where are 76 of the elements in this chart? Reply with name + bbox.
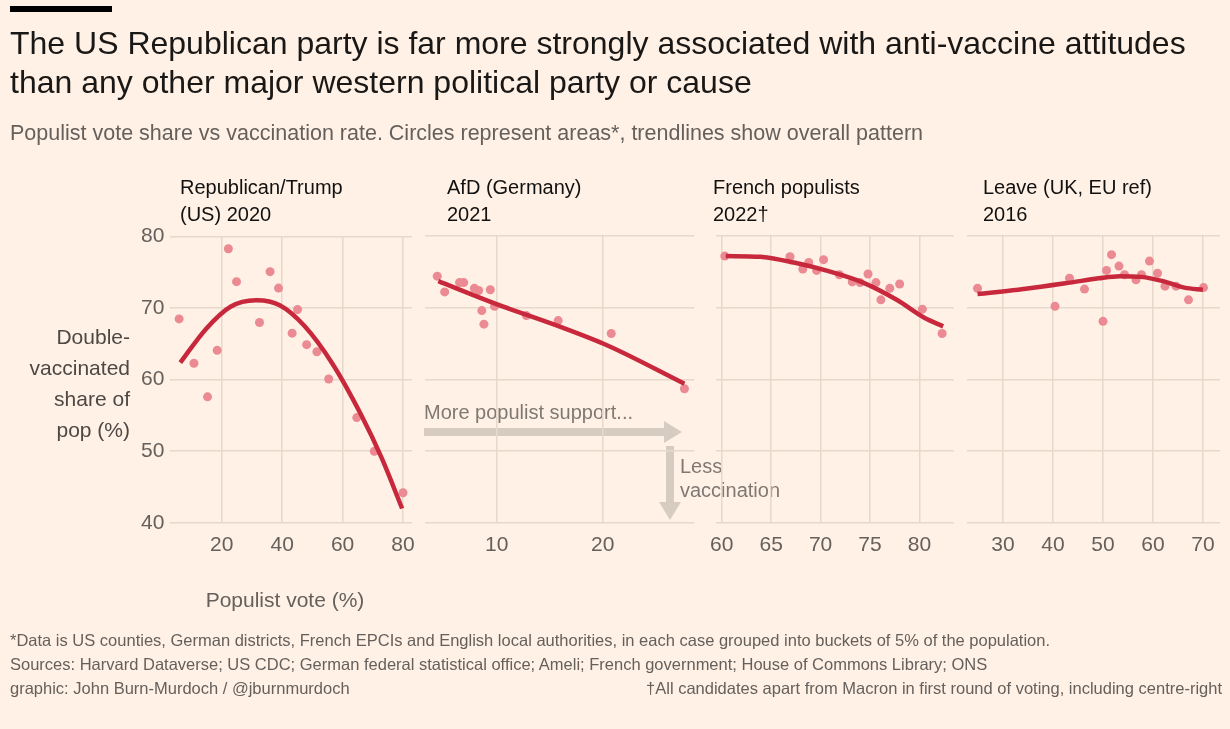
point bbox=[1145, 256, 1154, 266]
annotation: More populist support... bbox=[424, 401, 633, 424]
point bbox=[265, 267, 275, 277]
chart-title: French populists 2022† bbox=[713, 175, 861, 227]
x-axis-title: Populist vote (%) bbox=[204, 588, 366, 612]
x-tick-label: 20 bbox=[210, 532, 234, 556]
y-tick-label: 60 bbox=[141, 366, 165, 390]
x-tick-label: 65 bbox=[759, 532, 783, 556]
x-tick-label: 60 bbox=[1141, 532, 1165, 556]
point bbox=[485, 285, 495, 295]
point bbox=[479, 319, 489, 329]
point bbox=[189, 358, 199, 368]
point bbox=[398, 488, 408, 498]
point bbox=[274, 283, 284, 293]
point bbox=[1153, 268, 1162, 278]
y-axis-title: Double-vaccinated share of pop (%) bbox=[28, 324, 130, 443]
point bbox=[232, 277, 242, 287]
source-note: Sources: Harvard Dataverse; US CDC; German federal statistical office; Ameli; French government; House of Commons Library; ONS bbox=[10, 655, 988, 674]
point bbox=[606, 329, 616, 339]
point bbox=[1107, 250, 1116, 260]
x-tick-label: 20 bbox=[591, 532, 615, 556]
point bbox=[203, 392, 213, 402]
y-tick-label: 70 bbox=[141, 294, 165, 318]
text: graphic: John Burn-Murdoch / @jburnmurdoch bbox=[10, 679, 350, 698]
point bbox=[440, 287, 450, 297]
point bbox=[1102, 265, 1111, 275]
point bbox=[895, 279, 905, 289]
point bbox=[1080, 284, 1089, 294]
text: *Data is US counties, German districts, French EPCIs and English local authorities, in each case grouped into buckets of 5% of the population. bbox=[10, 631, 1051, 650]
point bbox=[885, 283, 895, 293]
point bbox=[312, 347, 322, 357]
y-tick-label: 50 bbox=[141, 438, 165, 462]
point bbox=[474, 285, 484, 295]
point bbox=[293, 305, 303, 315]
point bbox=[973, 283, 982, 293]
point bbox=[1050, 301, 1060, 311]
point bbox=[174, 314, 184, 324]
text: Populist vote share vs vaccination rate. Circles represent areas*, trendlines show overall pattern bbox=[10, 121, 924, 146]
chart-title: Republican/Trump (US) 2020 bbox=[180, 175, 344, 227]
point bbox=[1114, 261, 1124, 271]
x-tick-label: 40 bbox=[270, 532, 294, 556]
x-tick-label: 30 bbox=[991, 532, 1015, 556]
point bbox=[302, 340, 312, 350]
point bbox=[863, 269, 873, 279]
point bbox=[937, 329, 947, 339]
x-tick-label: 70 bbox=[808, 532, 833, 556]
x-tick-label: 60 bbox=[330, 532, 355, 556]
x-tick-label: 80 bbox=[391, 532, 415, 556]
point bbox=[679, 384, 689, 394]
x-tick-label: 60 bbox=[710, 532, 734, 556]
chart-title: Leave (UK, EU ref) 2016 bbox=[983, 175, 1153, 227]
x-tick-label: 70 bbox=[1191, 532, 1215, 556]
annotation: Less vaccination bbox=[680, 454, 782, 502]
text: The US Republican party is far more strongly associated with anti-vaccine attitudes than any other major western political party or cause bbox=[10, 24, 1187, 102]
x-tick-label: 80 bbox=[907, 532, 932, 556]
point bbox=[432, 271, 442, 281]
point bbox=[223, 244, 233, 254]
x-tick-label: 40 bbox=[1041, 532, 1065, 556]
x-tick-label: 10 bbox=[484, 532, 509, 556]
point bbox=[819, 255, 829, 265]
point bbox=[876, 295, 886, 305]
point bbox=[1184, 295, 1193, 305]
point bbox=[212, 345, 222, 355]
point bbox=[477, 306, 487, 316]
point bbox=[917, 304, 927, 314]
y-tick-label: 80 bbox=[141, 223, 165, 247]
y-tick-label: 40 bbox=[141, 509, 165, 533]
chart-title: AfD (Germany) 2021 bbox=[447, 175, 583, 227]
line-series bbox=[178, 298, 405, 511]
point bbox=[287, 328, 297, 338]
x-tick-label: 50 bbox=[1091, 532, 1115, 556]
text: †All candidates apart from Macron in first round of voting, including centre-right bbox=[646, 679, 1222, 698]
point bbox=[324, 374, 334, 384]
point bbox=[255, 317, 264, 327]
point bbox=[1098, 316, 1108, 326]
x-tick-label: 75 bbox=[858, 532, 882, 556]
